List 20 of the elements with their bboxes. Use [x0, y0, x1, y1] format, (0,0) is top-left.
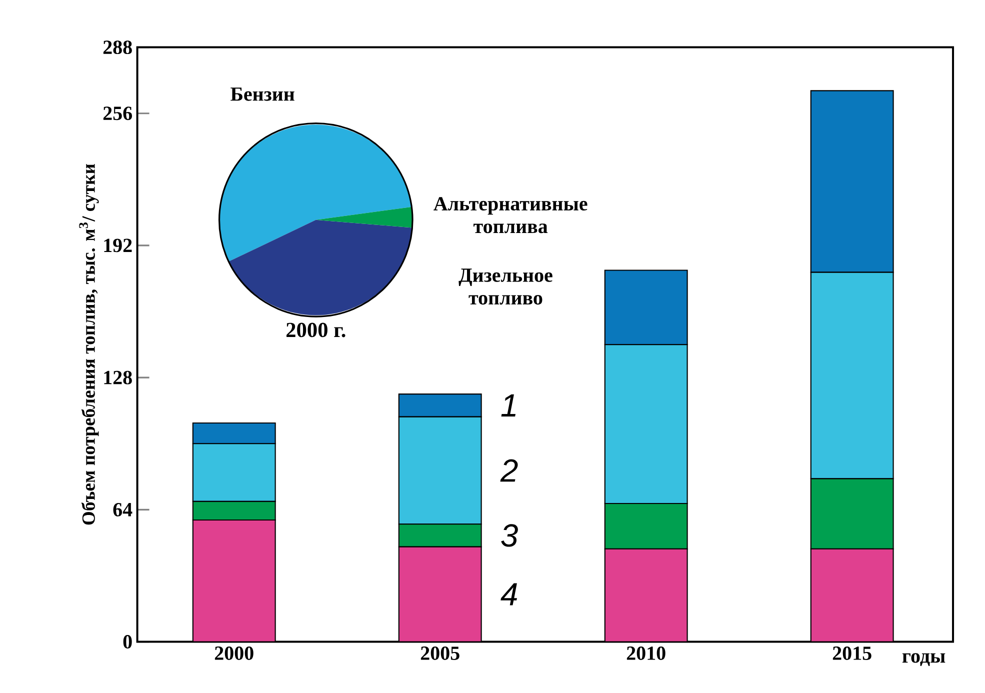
- y-tick-label: 192: [104, 238, 132, 252]
- slice-label: Альтернативные топлива: [434, 197, 588, 234]
- y-tick-label: 0: [123, 634, 132, 648]
- y-axis-title: Объем потребления топлив, тыс. м$^{3}$/ сутки: [79, 164, 99, 525]
- x-tick-label: 2015: [832, 646, 872, 660]
- series-label: 4: [500, 583, 518, 606]
- y-tick-label: 256: [103, 106, 132, 120]
- y-tick-label: 288: [103, 40, 132, 54]
- y-tick-label: 128: [104, 370, 132, 384]
- series-label: 3: [501, 524, 518, 547]
- x-axis-title: годы: [902, 653, 946, 666]
- x-tick-label: 2000: [214, 646, 254, 660]
- series-label: 1: [501, 394, 516, 416]
- text: 2000 г.: [286, 322, 346, 338]
- x-tick-label: 2010: [626, 646, 666, 660]
- series-label: 2: [500, 459, 518, 482]
- slice-label: Дизельное топливо: [458, 268, 552, 305]
- y-tick-label: 64: [113, 502, 132, 516]
- x-tick-label: 2005: [420, 646, 460, 660]
- slice-label: Бензин: [230, 88, 294, 101]
